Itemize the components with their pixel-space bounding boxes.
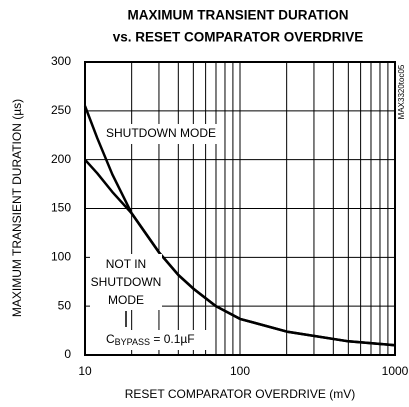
annotation: MODE [108,293,144,307]
y-tick-label: 150 [51,201,71,215]
y-axis-label: MAXIMUM TRANSIENT DURATION (µs) [10,99,24,317]
plot-frame [84,61,396,356]
label-background [102,330,214,350]
y-tick-label: 250 [51,103,71,117]
y-tick-label: 50 [58,298,72,312]
y-tick-label: 300 [51,54,71,68]
annotation: CBYPASS = 0.1µF [106,332,195,347]
annotation: SHUTDOWN [91,275,162,289]
chart-title: vs. RESET COMPARATOR OVERDRIVE [113,30,364,45]
annotation: NOT IN [106,257,146,271]
y-tick-label: 100 [51,250,71,264]
label-background [102,124,224,144]
side-label: MAX3320toc05 [397,64,406,119]
y-tick-label: 0 [64,347,71,361]
series-line [84,158,396,347]
annotation: SHUTDOWN MODE [106,126,216,140]
y-tick-label: 200 [51,152,71,166]
annotation-part: C [106,332,115,346]
annotation-part: = 0.1µF [150,332,195,346]
label-background [90,254,162,310]
x-tick-label: 10 [78,364,92,378]
annotation-part: BYPASS [115,337,150,347]
x-axis-label: RESET COMPARATOR OVERDRIVE (mV) [125,387,355,401]
x-tick-label: 1000 [382,364,409,378]
chart-title: MAXIMUM TRANSIENT DURATION [128,8,349,23]
x-tick-label: 100 [230,364,250,378]
